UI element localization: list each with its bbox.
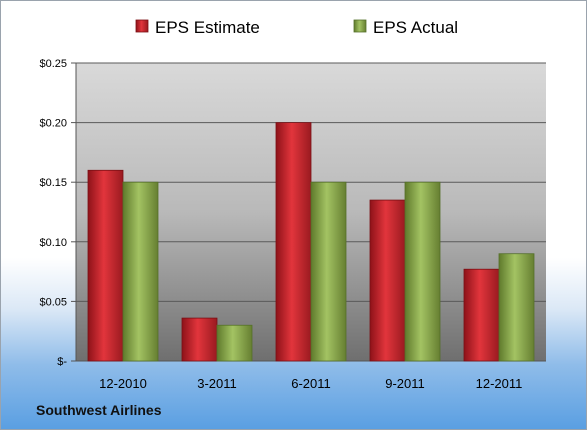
- y-tick-label: $0.15: [39, 177, 67, 189]
- legend-label-actual: EPS Actual: [373, 18, 458, 37]
- eps-actual-bar-12-2011: [498, 253, 535, 362]
- eps-estimate-bar-9-2011: [369, 199, 406, 362]
- legend-label-estimate: EPS Estimate: [155, 18, 260, 37]
- eps-estimate-bar-3-2011: [181, 317, 218, 362]
- eps-actual-bar-12-2010: [122, 181, 159, 362]
- y-tick-label: $0.10: [39, 237, 67, 249]
- x-category-label: 12-2011: [476, 376, 523, 391]
- x-category-label: 3-2011: [197, 376, 237, 391]
- eps-actual-bar-3-2011: [216, 324, 253, 362]
- x-category-label: 12-2010: [99, 376, 147, 391]
- eps-estimate-bar-6-2011: [275, 122, 312, 362]
- x-category-label: 6-2011: [291, 376, 331, 391]
- company-label: Southwest Airlines: [36, 402, 162, 418]
- y-tick-label: $0.20: [39, 118, 67, 130]
- y-tick-label: $0.25: [39, 58, 67, 70]
- bars: [87, 122, 535, 362]
- legend-swatch-estimate: [135, 19, 149, 33]
- eps-actual-bar-6-2011: [310, 181, 347, 362]
- legend: EPS Estimate EPS Actual: [135, 18, 458, 37]
- eps-actual-bar-9-2011: [404, 181, 441, 362]
- axes: $- $0.05 $0.10 $0.15 $0.20 $0.25 12-2010 3-2011…: [39, 58, 522, 391]
- y-tick-label: $0.05: [39, 296, 67, 308]
- y-tick-label: $-: [57, 356, 67, 368]
- legend-swatch-actual: [353, 19, 367, 33]
- eps-estimate-bar-12-2011: [463, 268, 500, 362]
- eps-estimate-bar-12-2010: [87, 169, 124, 362]
- x-category-label: 9-2011: [385, 376, 425, 391]
